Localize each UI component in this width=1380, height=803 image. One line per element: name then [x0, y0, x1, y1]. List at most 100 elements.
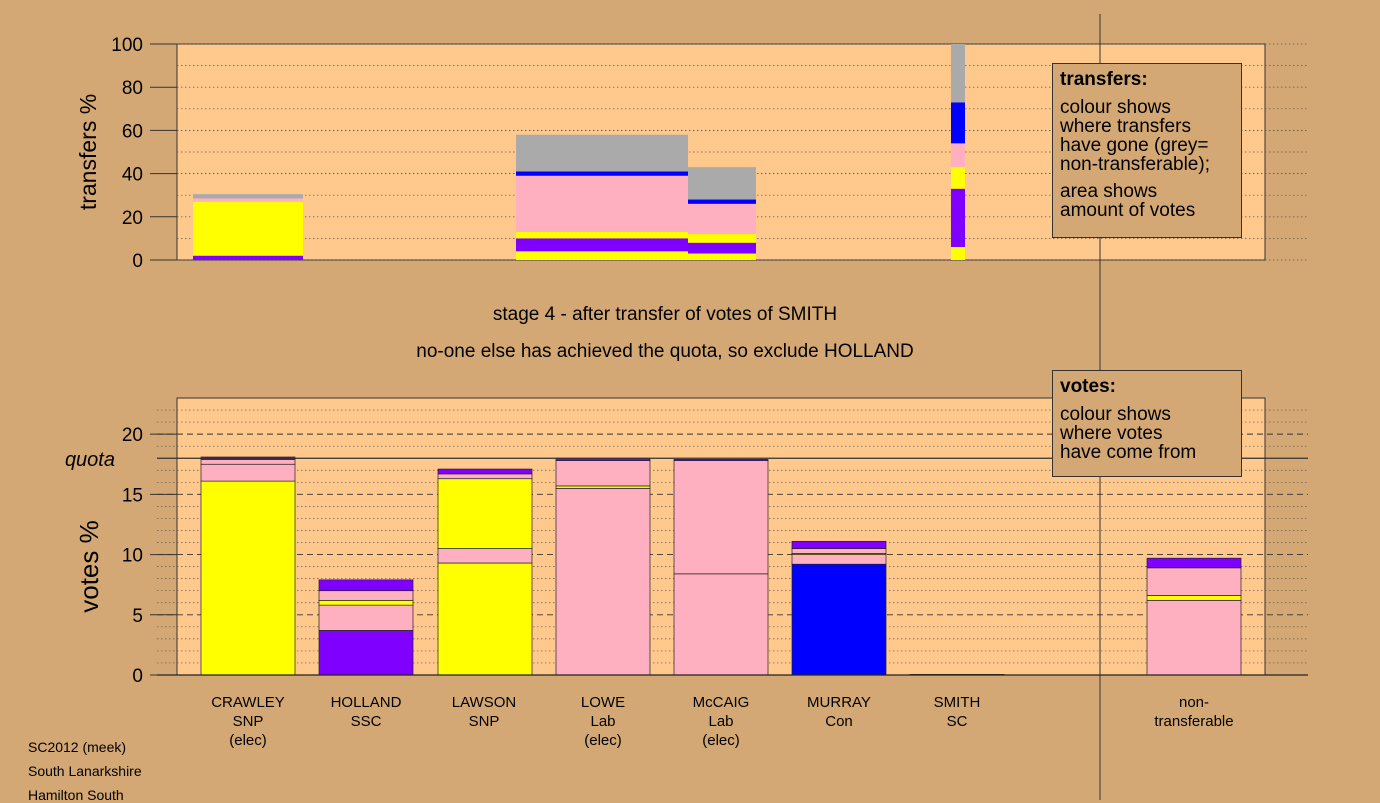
votes-legend-line: where votes — [1060, 423, 1163, 444]
vote-segment-murray — [791, 563, 887, 676]
nontransferable-label-line: transferable — [1154, 713, 1234, 730]
vote-segment-holland — [318, 604, 414, 631]
transfers-tick-label: 60 — [122, 121, 143, 142]
vote-segment-holland — [318, 590, 414, 601]
vote-segment-lowe — [555, 487, 651, 676]
vote-segment-holland — [318, 630, 414, 676]
transfer-segment-lawson — [516, 251, 688, 260]
vote-segment-non-transferable — [1146, 595, 1242, 601]
nontransferable-label-line: non- — [1178, 694, 1210, 711]
votes-tick-label: 5 — [132, 606, 143, 627]
candidate-party: SSC — [350, 713, 382, 730]
candidate-label-lowe: LOWE Lab (elec) — [538, 693, 668, 750]
footer-council: South Lanarkshire — [28, 763, 142, 779]
vote-segment-non-transferable — [1146, 599, 1242, 676]
votes-legend-line: have come from — [1060, 442, 1197, 463]
transfer-segment-crawley — [193, 194, 303, 199]
candidate-party: Lab — [590, 713, 616, 730]
transfer-segment-lowe — [688, 199, 756, 204]
candidate-label-lawson: LAWSON SNP — [419, 693, 549, 731]
candidate-label-mccaig: McCAIG Lab (elec) — [656, 693, 786, 750]
votes-tick-label: 20 — [122, 425, 143, 446]
votes-legend-line: colour shows — [1060, 404, 1171, 425]
vote-segment-lawson — [437, 478, 533, 549]
vote-segment-murray — [791, 548, 887, 554]
transfers-legend-line: area shows — [1060, 181, 1158, 202]
vote-segment-crawley — [200, 459, 296, 465]
candidate-name: McCAIG — [692, 694, 750, 711]
footer-ward: Hamilton South — [28, 787, 124, 803]
votes-legend: votes: colour shows where votes have com… — [1052, 370, 1242, 477]
transfers-axis-label: transfers % — [75, 94, 101, 210]
transfer-segment-lawson — [516, 238, 688, 252]
vote-segment-crawley — [200, 480, 296, 676]
candidate-status: (elec) — [702, 732, 740, 749]
vote-segment-mccaig — [673, 459, 769, 461]
candidate-name: LOWE — [580, 694, 626, 711]
candidate-party: SC — [946, 713, 968, 730]
transfers-legend-line: colour shows — [1060, 97, 1171, 118]
footer-method: SC2012 (meek) — [28, 739, 127, 755]
transfer-segment-smith — [951, 188, 965, 248]
transfer-segment-crawley — [193, 198, 303, 202]
vote-segment-mccaig — [673, 460, 769, 575]
action-caption: no-one else has achieved the quota, so e… — [416, 341, 914, 362]
transfer-segment-lowe — [688, 242, 756, 254]
transfers-tick-label: 20 — [122, 208, 143, 229]
candidate-name: LAWSON — [451, 694, 517, 711]
transfers-tick-label: 40 — [122, 165, 143, 186]
transfers-legend-line: amount of votes — [1060, 200, 1196, 221]
transfer-segment-smith — [951, 143, 965, 168]
candidate-name: SMITH — [933, 694, 981, 711]
transfer-segment-smith — [951, 167, 965, 189]
transfers-legend-line: non-transferable); — [1060, 154, 1210, 175]
transfers-legend: transfers: colour shows where transfers … — [1052, 63, 1242, 238]
vote-segment-holland — [318, 599, 414, 606]
transfers-legend-line: where transfers — [1060, 116, 1191, 137]
vote-segment-murray — [791, 540, 887, 549]
stage-caption: stage 4 - after transfer of votes of SMI… — [492, 304, 838, 325]
transfer-segment-smith — [951, 102, 965, 144]
nontransferable-label: non- transferable — [1129, 693, 1259, 731]
vote-segment-lowe — [555, 485, 651, 489]
vote-segment-mccaig — [673, 573, 769, 676]
transfer-segment-lawson — [516, 175, 688, 232]
votes-tick-label: 10 — [122, 546, 143, 567]
candidate-status: (elec) — [584, 732, 622, 749]
vote-segment-lawson — [437, 473, 533, 480]
candidate-label-murray: MURRAY Con — [774, 693, 904, 731]
transfer-segment-lowe — [688, 234, 756, 243]
transfer-segment-lawson — [516, 231, 688, 239]
vote-segment-lawson — [437, 468, 533, 475]
transfer-segment-lowe — [688, 203, 756, 235]
transfers-tick-label: 100 — [111, 35, 143, 56]
candidate-name: HOLLAND — [330, 694, 402, 711]
candidate-name: CRAWLEY — [211, 694, 285, 711]
transfers-legend-line: have gone (grey= — [1060, 135, 1209, 156]
transfer-segment-lowe — [688, 253, 756, 260]
candidate-party: SNP — [468, 713, 500, 730]
transfers-legend-title: transfers: — [1060, 69, 1148, 90]
vote-segment-non-transferable — [1146, 567, 1242, 596]
candidate-status: (elec) — [229, 732, 267, 749]
candidate-label-smith: SMITH SC — [892, 693, 1022, 731]
transfer-segment-crawley — [193, 201, 303, 256]
votes-legend-title: votes: — [1060, 376, 1116, 397]
candidate-party: Con — [825, 713, 853, 730]
votes-tick-label: 15 — [122, 485, 143, 506]
votes-tick-label: 0 — [132, 666, 143, 687]
candidate-party: SNP — [232, 713, 264, 730]
vote-segment-crawley — [200, 463, 296, 482]
transfer-segment-lowe — [688, 167, 756, 200]
quota-label: quota — [65, 449, 115, 471]
vote-segment-non-transferable — [1146, 557, 1242, 569]
vote-segment-lawson — [437, 562, 533, 676]
vote-segment-murray — [791, 554, 887, 565]
transfer-segment-lawson — [516, 134, 688, 172]
transfers-tick-label: 0 — [132, 251, 143, 272]
vote-segment-holland — [318, 579, 414, 592]
votes-axis-label: votes % — [74, 520, 104, 613]
candidate-label-holland: HOLLAND SSC — [301, 693, 431, 731]
transfer-segment-smith — [951, 247, 965, 260]
vote-segment-lawson — [437, 548, 533, 564]
